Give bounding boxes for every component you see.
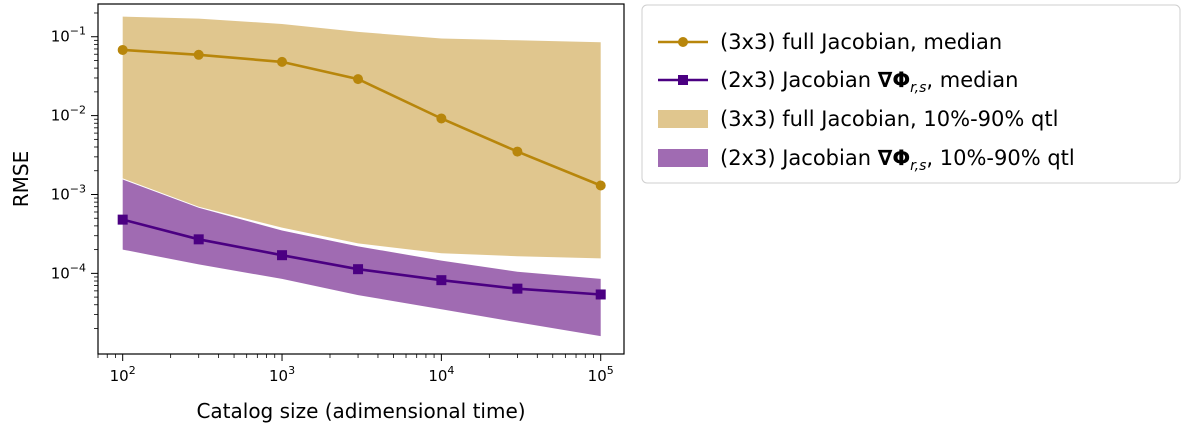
- legend: (3x3) full Jacobian, median (2x3) Jacobia…: [641, 4, 1181, 184]
- y-tick-label-2: 10−2: [51, 104, 86, 125]
- marker-series-0-point-3: [353, 74, 364, 85]
- legend-label-2: (3x3) full Jacobian, 10%-90% qtl: [720, 107, 1058, 131]
- band-series-2: [122, 16, 601, 259]
- legend-marker-1: [678, 75, 688, 85]
- y-tick-label-0: 10−4: [51, 261, 86, 282]
- bands-layer: [122, 16, 601, 337]
- x-tick-label-3: 105: [588, 364, 614, 385]
- plot-frame: [97, 3, 625, 355]
- legend-label-1: (2x3) Jacobian ∇Φr,s, median: [720, 68, 1018, 96]
- ticks-layer: 102 103 104 105 10−4 10−3 10−2 10−1: [51, 12, 614, 385]
- marker-series-1-point-2: [277, 250, 288, 261]
- legend-marker-0: [678, 37, 688, 47]
- x-tick-label-0: 102: [110, 364, 136, 385]
- marker-series-1-point-0: [117, 214, 128, 225]
- marker-series-1-point-6: [595, 289, 606, 300]
- lines-layer: [117, 44, 606, 300]
- y-axis-label: RMSE: [9, 151, 33, 207]
- marker-series-1-point-3: [353, 264, 364, 275]
- x-tick-label-1: 103: [269, 364, 295, 385]
- band-series-3: [122, 179, 601, 337]
- y-tick-label-3: 10−1: [51, 25, 86, 46]
- marker-series-0-point-4: [436, 113, 447, 124]
- legend-label-0: (3x3) full Jacobian, median: [720, 30, 1002, 54]
- legend-swatch-3: [658, 149, 708, 167]
- marker-series-1-point-5: [512, 283, 523, 294]
- legend-label-3: (2x3) Jacobian ∇Φr,s, 10%-90% qtl: [720, 146, 1075, 174]
- y-tick-label-1: 10−3: [51, 182, 86, 203]
- marker-series-0-point-5: [512, 146, 523, 157]
- marker-series-0-point-0: [117, 44, 128, 55]
- x-tick-label-2: 104: [428, 364, 454, 385]
- marker-series-1-point-1: [193, 234, 204, 245]
- marker-series-0-point-2: [277, 56, 288, 67]
- marker-series-0-point-1: [193, 49, 204, 60]
- legend-frame: [641, 4, 1181, 184]
- legend-swatch-2: [658, 110, 708, 128]
- marker-series-1-point-4: [436, 275, 447, 286]
- marker-series-0-point-6: [595, 180, 606, 191]
- x-axis-label: Catalog size (adimensional time): [196, 399, 525, 423]
